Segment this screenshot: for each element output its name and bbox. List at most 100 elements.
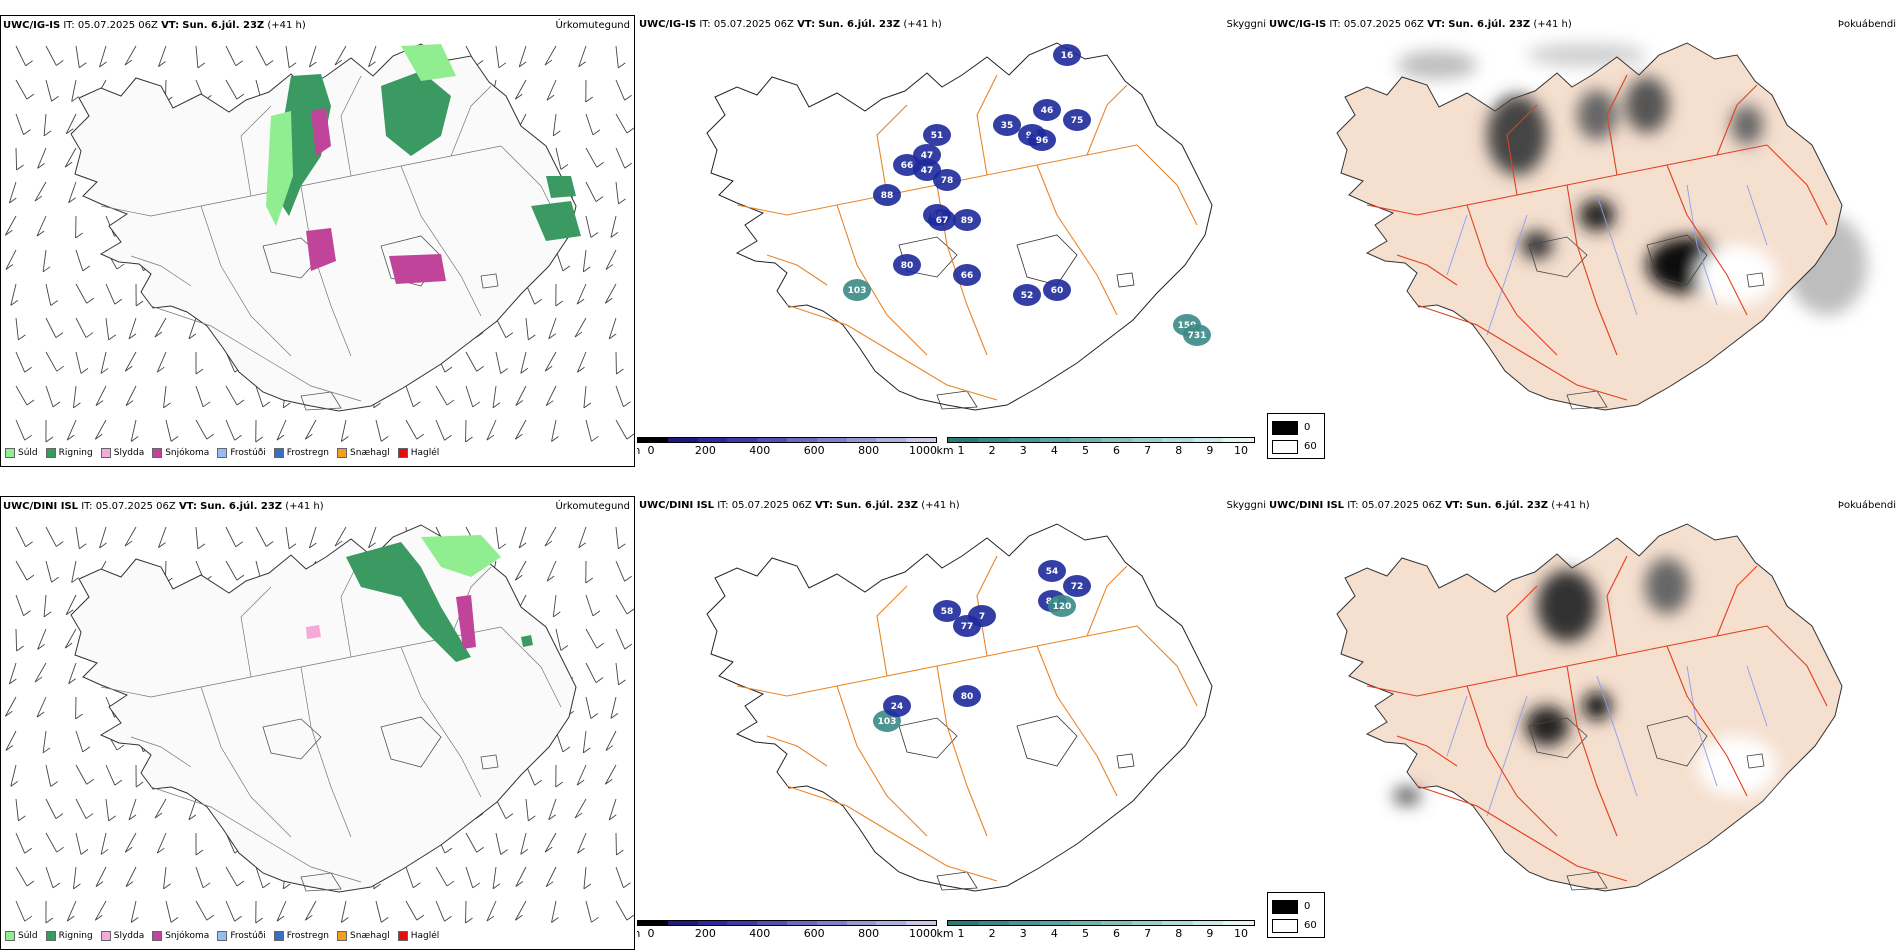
wind-barb: [195, 526, 199, 549]
precip-swatch: [273, 931, 284, 941]
road-line: [1506, 585, 1538, 677]
wind-barb-flag: [528, 334, 536, 341]
scale-swatch: [1009, 438, 1040, 442]
wind-barb: [128, 317, 137, 340]
wind-barb: [465, 385, 474, 408]
wind-barb-flag: [65, 128, 74, 135]
wind-barb: [545, 866, 557, 887]
wind-barb-flag: [492, 883, 501, 890]
fog-legend-row: 0: [1272, 418, 1320, 437]
wind-barb-flag: [5, 745, 14, 751]
fog-legend-row: 60: [1272, 916, 1320, 935]
precip-legend-item: Súld: [5, 448, 38, 458]
wind-barb: [610, 215, 617, 238]
wind-barb-flag: [82, 265, 91, 272]
wind-barb-flag: [95, 400, 104, 406]
wind-barb: [37, 147, 47, 169]
road-line: [836, 685, 928, 837]
ceiling-blob: [953, 209, 981, 231]
river-line: [1596, 675, 1638, 797]
wind-barb-flag: [108, 815, 116, 822]
wind-barb-flag: [515, 914, 523, 921]
wind-barb-flag: [583, 883, 592, 890]
wind-barb-flag: [500, 368, 508, 374]
wind-barb: [555, 147, 562, 170]
scale-swatch: [786, 438, 817, 442]
ceiling-peak-label: 89: [961, 216, 974, 226]
ceiling-peak-label: 96: [1036, 136, 1049, 146]
wind-barb: [15, 594, 24, 616]
fog-blob: [1525, 706, 1569, 746]
wind-barb-flag: [544, 365, 553, 372]
wind-barb: [125, 385, 137, 406]
wind-barb: [615, 900, 628, 921]
precip-legend-item: Haglél: [397, 931, 439, 941]
wind-barb-flag: [10, 781, 19, 787]
wind-barb: [195, 45, 199, 68]
scale-tick: 200: [694, 444, 716, 457]
visibility-scale: km 1 2 3 4 5 6 7 8 9 10: [936, 437, 1255, 457]
wind-barb: [225, 560, 238, 581]
wind-barb: [66, 419, 77, 441]
wind-barb: [188, 798, 197, 820]
cloud-areas: 547289120587778010324: [873, 560, 1091, 732]
wind-barb: [308, 526, 317, 549]
wind-barb-flag: [553, 611, 561, 618]
wind-barb: [582, 730, 587, 753]
wind-barb-flag: [95, 914, 103, 921]
wind-barb: [492, 385, 497, 408]
wind-barb: [435, 419, 445, 441]
wind-barb-flag: [71, 96, 79, 102]
road-line: [1396, 735, 1458, 767]
ceiling-blob: [893, 254, 921, 276]
ceiling-scale: m0 200 400 600 800 1000: [637, 920, 937, 940]
wind-barb: [99, 45, 107, 68]
wind-barb: [255, 526, 267, 547]
wind-barb: [520, 351, 527, 374]
ceiling-peak-label: 51: [931, 131, 944, 141]
precip-areas: [266, 44, 581, 284]
wind-barb: [158, 526, 167, 548]
ceiling-blob: [933, 600, 961, 622]
wind-barb-flag: [555, 300, 564, 307]
wind-barb: [615, 147, 626, 169]
wind-barb-flag: [124, 365, 133, 372]
ceiling-peak-label: 52: [1021, 291, 1034, 301]
wind-barb-flag: [124, 59, 133, 66]
wind-barb-flag: [26, 880, 35, 887]
panel-title: UWC/DINI ISL IT: 05.07.2025 06Z VT: Sun.…: [1269, 500, 1590, 511]
wind-barb-flag: [368, 542, 376, 549]
precip-legend-item: Frostregn: [273, 448, 329, 458]
ceiling-peak-label: 47: [921, 151, 934, 161]
wind-barb-flag: [188, 333, 197, 340]
wind-barb-flag: [125, 881, 134, 887]
wind-barb: [514, 560, 527, 581]
scale-tick: 8: [1175, 444, 1183, 457]
wind-barb: [15, 317, 19, 340]
precip-legend-label: Slydda: [113, 931, 145, 941]
wind-barb: [45, 866, 54, 888]
wind-barb-flag: [26, 574, 35, 581]
precip-legend-item: Snjókoma: [152, 448, 209, 458]
scale-swatch: [816, 921, 847, 925]
wind-barb: [105, 283, 116, 305]
cloud-ceiling-panel-top: UWC/IG-IS IT: 05.07.2025 06Z VT: Sun. 6.…: [637, 15, 1270, 467]
scale-swatch: [978, 921, 1010, 925]
wind-barb-flag: [55, 813, 64, 819]
scale-unit: km: [936, 444, 954, 457]
wind-barb-flag: [444, 847, 453, 854]
wind-barb-flag: [163, 883, 171, 890]
wind-barb: [10, 283, 17, 306]
wind-barb-flag: [515, 881, 524, 887]
ceiling-peak-label: 54: [1046, 567, 1059, 577]
precip-swatch: [217, 931, 228, 941]
scale-swatch: [727, 438, 758, 442]
wind-barb: [555, 628, 562, 651]
wind-barb: [165, 419, 172, 442]
fog-blob: [1577, 90, 1617, 140]
wind-barb: [615, 628, 626, 650]
wind-barb: [105, 798, 110, 821]
wind-barb: [71, 560, 77, 583]
wind-barb-flag: [534, 298, 542, 305]
wind-barb: [605, 249, 617, 270]
